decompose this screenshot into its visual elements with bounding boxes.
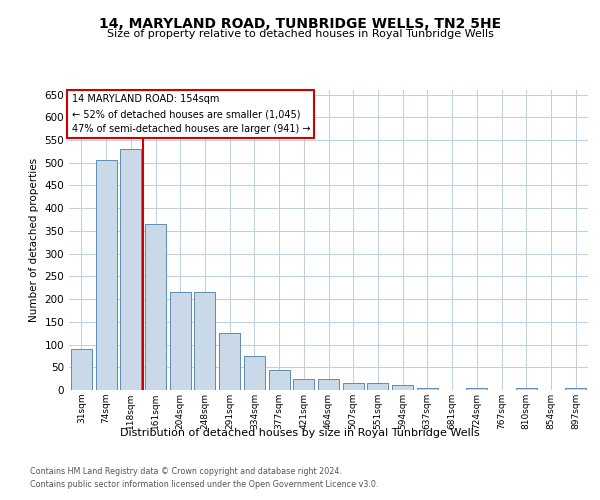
Bar [269,370,290,390]
Bar [516,388,537,390]
Bar [71,349,92,390]
Bar [392,386,413,390]
Bar [120,149,141,390]
Bar [219,333,240,390]
Y-axis label: Number of detached properties: Number of detached properties [29,158,39,322]
Bar [244,356,265,390]
Text: Contains public sector information licensed under the Open Government Licence v3: Contains public sector information licen… [30,480,379,489]
Text: Distribution of detached houses by size in Royal Tunbridge Wells: Distribution of detached houses by size … [120,428,480,438]
Text: Size of property relative to detached houses in Royal Tunbridge Wells: Size of property relative to detached ho… [107,29,493,39]
Bar [318,378,339,390]
Bar [343,383,364,390]
Bar [145,224,166,390]
Bar [170,292,191,390]
Text: Contains HM Land Registry data © Crown copyright and database right 2024.: Contains HM Land Registry data © Crown c… [30,467,342,476]
Bar [367,383,388,390]
Bar [565,388,586,390]
Bar [95,160,116,390]
Text: 14 MARYLAND ROAD: 154sqm
← 52% of detached houses are smaller (1,045)
47% of sem: 14 MARYLAND ROAD: 154sqm ← 52% of detach… [71,94,310,134]
Bar [466,388,487,390]
Bar [417,388,438,390]
Text: 14, MARYLAND ROAD, TUNBRIDGE WELLS, TN2 5HE: 14, MARYLAND ROAD, TUNBRIDGE WELLS, TN2 … [99,18,501,32]
Bar [194,292,215,390]
Bar [293,378,314,390]
